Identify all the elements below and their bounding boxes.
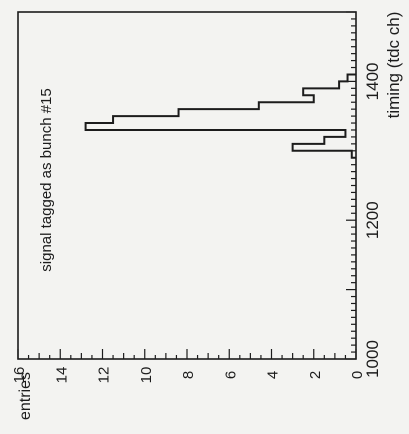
histogram-bin: [113, 116, 356, 123]
histogram-bin: [86, 123, 356, 130]
entries-tick-label: 4: [265, 371, 282, 379]
chart-marks: 0 2 4 6 8 10 12 14 16 1000 1200 1400 entries timing (…: [11, 11, 403, 420]
histogram-bin: [314, 95, 356, 102]
timing-tick-label: 1000: [363, 340, 382, 378]
histogram-bin: [179, 109, 356, 116]
entries-tick-label: 14: [53, 367, 70, 384]
entries-tick-label: 12: [96, 367, 113, 384]
histogram-bin: [259, 102, 356, 109]
entries-axis-label: entries: [17, 372, 34, 420]
entries-tick-label: 6: [222, 371, 239, 379]
entries-tick-label: 8: [180, 371, 197, 379]
timing-tick-label: 1200: [363, 201, 382, 239]
timing-axis-label: timing (tdc ch): [384, 12, 403, 119]
histogram-bin: [293, 144, 356, 151]
histogram-bin: [324, 137, 356, 144]
histogram-bin: [345, 130, 356, 137]
histogram-bin: [303, 88, 356, 95]
histogram-bin: [352, 151, 356, 158]
entries-tick-label: 10: [138, 367, 155, 384]
entries-tick-label: 0: [349, 371, 366, 379]
histogram-bin: [339, 81, 356, 88]
entries-tick-label: 2: [307, 371, 324, 379]
entries-tick-label: 16: [11, 367, 28, 384]
histogram-bin: [348, 74, 356, 81]
annotation-label: signal tagged as bunch #15: [38, 88, 55, 271]
histogram-outline: [84, 73, 356, 159]
timing-tick-label: 1400: [363, 62, 382, 100]
